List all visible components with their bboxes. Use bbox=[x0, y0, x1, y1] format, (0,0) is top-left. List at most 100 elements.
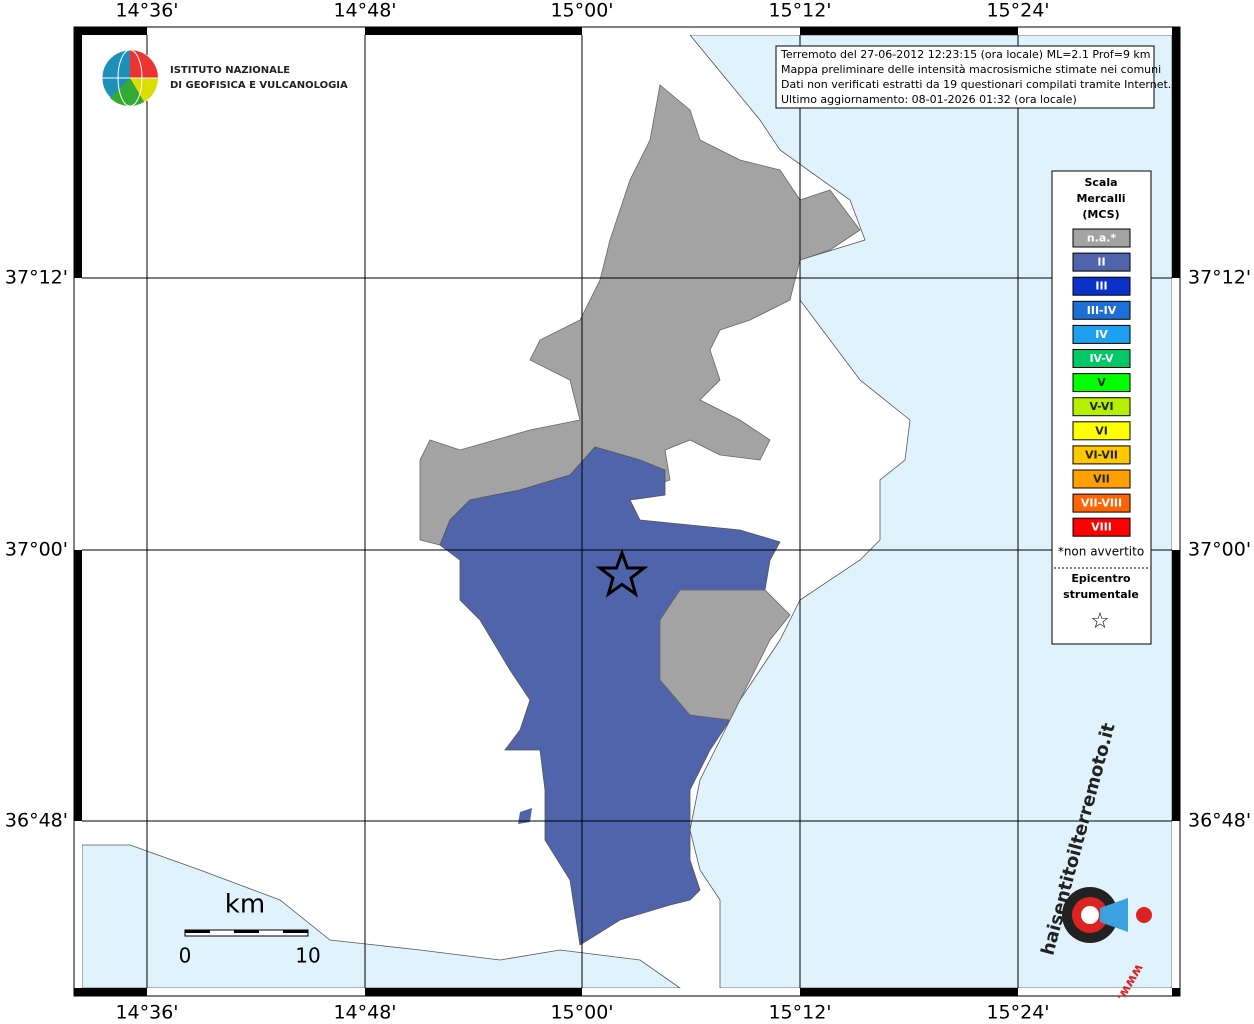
lon-label: 15°00' bbox=[550, 0, 613, 22]
legend-note: *non avvertito bbox=[1058, 545, 1144, 559]
epicentre-label: strumentale bbox=[1063, 588, 1139, 601]
frame-segment bbox=[82, 27, 147, 35]
lon-label: 14°48' bbox=[333, 0, 396, 22]
legend-label: II bbox=[1097, 256, 1105, 269]
lon-label: 15°24' bbox=[986, 0, 1049, 22]
frame-corner bbox=[74, 988, 82, 996]
frame-segment bbox=[74, 35, 82, 278]
logo-segment bbox=[130, 78, 158, 102]
frame-segment bbox=[82, 988, 147, 996]
graticule bbox=[82, 35, 1172, 988]
legend-swatch bbox=[1072, 517, 1131, 537]
legend-swatch bbox=[1072, 421, 1131, 441]
frame-corner bbox=[74, 27, 82, 35]
legend-label: VII-VIII bbox=[1081, 497, 1122, 510]
legend-swatch bbox=[1072, 276, 1131, 296]
lat-label: 37°00' bbox=[1188, 539, 1251, 561]
scale-label: 10 bbox=[295, 944, 320, 968]
frame-segment bbox=[800, 988, 1018, 996]
scale-bar-segment bbox=[283, 930, 308, 933]
lon-label: 14°48' bbox=[333, 1002, 396, 1024]
scale-bar-segment bbox=[185, 930, 210, 933]
legend-title: Scala bbox=[1084, 176, 1117, 189]
legend-label: VI bbox=[1095, 424, 1108, 437]
frame-segment bbox=[582, 988, 800, 996]
scale-bar: km 0 10 bbox=[179, 890, 321, 968]
legend-swatch bbox=[1072, 493, 1131, 513]
institute-name: DI GEOFISICA E VULCANOLOGIA bbox=[170, 80, 348, 91]
frame-segment bbox=[1172, 35, 1180, 278]
frame-segment bbox=[1018, 988, 1172, 996]
lat-label: 37°00' bbox=[5, 539, 68, 561]
institute-logo: ISTITUTO NAZIONALE DI GEOFISICA E VULCAN… bbox=[101, 49, 348, 107]
logo-segment bbox=[130, 50, 158, 78]
frame-segment bbox=[365, 27, 582, 35]
epicentre-star bbox=[595, 548, 649, 598]
legend-label: V bbox=[1097, 376, 1106, 389]
legend-title: Mercalli bbox=[1076, 192, 1125, 205]
map-area bbox=[81, 34, 1173, 989]
scale-unit: km bbox=[225, 890, 265, 920]
epicentre-label: Epicentro bbox=[1071, 572, 1131, 585]
map-frame bbox=[74, 27, 1180, 996]
logo-dot bbox=[1136, 907, 1152, 923]
frame-segment bbox=[147, 27, 365, 35]
lat-label: 37°12' bbox=[1188, 267, 1251, 289]
legend-label: IV-V bbox=[1089, 352, 1114, 365]
lon-label: 14°36' bbox=[115, 0, 178, 22]
frame-segment bbox=[1172, 821, 1180, 988]
legend-swatch bbox=[1072, 252, 1131, 272]
logo-center bbox=[1081, 906, 1099, 924]
logo-speaker bbox=[1100, 898, 1128, 932]
info-line: Terremoto del 27-06-2012 12:23:15 (ora l… bbox=[780, 48, 1151, 61]
frame-segment bbox=[1018, 27, 1172, 35]
frame-segment bbox=[74, 550, 82, 821]
legend-label: III bbox=[1095, 280, 1107, 293]
frame-corner bbox=[1172, 27, 1180, 35]
logo-segment bbox=[110, 78, 144, 106]
legend-label: IV bbox=[1095, 328, 1108, 341]
legend-swatch bbox=[1072, 469, 1131, 489]
frame-segment bbox=[1172, 550, 1180, 821]
legend-label: V-VI bbox=[1089, 400, 1113, 413]
lat-label: 36°48' bbox=[1188, 810, 1251, 832]
legend-label: VI-VII bbox=[1085, 448, 1118, 461]
institute-name: ISTITUTO NAZIONALE bbox=[170, 65, 290, 76]
legend-title: (MCS) bbox=[1082, 208, 1119, 221]
legend-swatch bbox=[1072, 349, 1131, 368]
info-box bbox=[775, 45, 1155, 109]
frame-segment bbox=[147, 988, 365, 996]
lat-label: 37°12' bbox=[5, 267, 68, 289]
info-line: Ultimo aggiornamento: 08-01-2026 01:32 (… bbox=[781, 93, 1077, 106]
legend-swatch bbox=[1072, 300, 1131, 320]
legend-label: III-IV bbox=[1087, 304, 1117, 317]
lon-label: 15°12' bbox=[768, 1002, 831, 1024]
frame-segment bbox=[365, 988, 582, 996]
lon-label: 15°12' bbox=[768, 0, 831, 22]
frame-corner bbox=[1172, 988, 1180, 996]
legend-swatch bbox=[1072, 373, 1131, 393]
legend-swatch bbox=[1072, 324, 1131, 344]
legend-swatch bbox=[1072, 228, 1131, 248]
legend-label: VIII bbox=[1091, 521, 1112, 534]
info-line: Dati non verificati estratti da 19 quest… bbox=[781, 78, 1171, 91]
lon-label: 15°00' bbox=[550, 1002, 613, 1024]
region-not-felt bbox=[659, 589, 791, 721]
frame-outline bbox=[73, 26, 1181, 997]
legend-label: n.a.* bbox=[1087, 232, 1117, 245]
legend-swatch bbox=[1072, 445, 1131, 465]
lon-label: 15°24' bbox=[986, 1002, 1049, 1024]
scale-label: 0 bbox=[179, 944, 192, 968]
scale-bar-segment bbox=[234, 930, 259, 933]
frame-segment bbox=[800, 27, 1018, 35]
frame-segment bbox=[74, 821, 82, 988]
legend: Scala Mercalli (MCS) *non avvertito Epic… bbox=[1051, 170, 1152, 645]
lat-label: 36°48' bbox=[5, 810, 68, 832]
legend-label: VII bbox=[1093, 473, 1110, 486]
region-intensity-ii bbox=[518, 808, 532, 824]
frame-segment bbox=[74, 278, 82, 550]
legend-swatch bbox=[1072, 397, 1131, 417]
frame-segment bbox=[582, 27, 800, 35]
lon-label: 14°36' bbox=[115, 1002, 178, 1024]
